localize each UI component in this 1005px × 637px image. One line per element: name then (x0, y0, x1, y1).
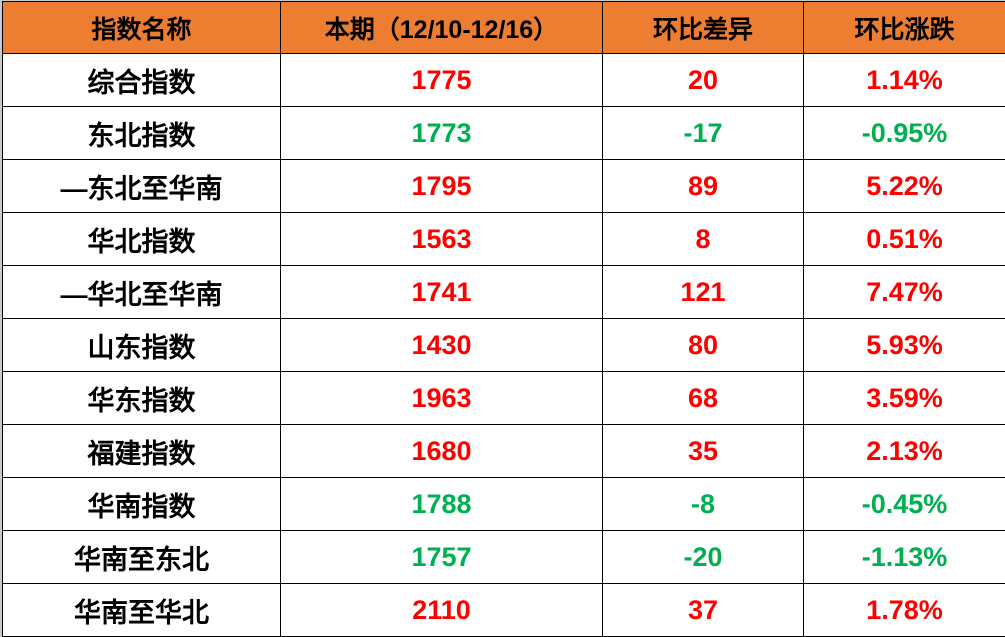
index-name-cell: 华南至东北 (2, 530, 281, 584)
index-name-cell: 华南指数 (2, 477, 281, 531)
table-row: 华北指数 1563 8 0.51% (2, 212, 1005, 266)
table-row: 福建指数 1680 35 2.13% (2, 424, 1005, 478)
current-value-cell: 1430 (280, 318, 603, 372)
diff-value-cell: 37 (602, 583, 804, 637)
table-row: —东北至华南 1795 89 5.22% (2, 159, 1005, 213)
pct-change-cell: 1.78% (803, 583, 1005, 637)
diff-value-cell: 20 (602, 53, 804, 107)
index-name-cell: 华北指数 (2, 212, 281, 266)
table-row: —华北至华南 1741 121 7.47% (2, 265, 1005, 319)
index-name-cell: 福建指数 (2, 424, 281, 478)
diff-value-cell: -20 (602, 530, 804, 584)
current-value-cell: 1775 (280, 53, 603, 107)
pct-change-cell: -1.13% (803, 530, 1005, 584)
diff-value-cell: -17 (602, 106, 804, 160)
index-name-cell: 山东指数 (2, 318, 281, 372)
header-row: 指数名称 本期（12/10-12/16） 环比差异 环比涨跌 (2, 1, 1005, 54)
pct-change-cell: 5.22% (803, 159, 1005, 213)
table-body: 综合指数 1775 20 1.14% 东北指数 1773 -17 -0.95% … (2, 53, 1005, 637)
table-row: 华南指数 1788 -8 -0.45% (2, 477, 1005, 531)
current-value-cell: 2110 (280, 583, 603, 637)
index-name-cell: 东北指数 (2, 106, 281, 160)
pct-change-cell: 0.51% (803, 212, 1005, 266)
table-header: 指数名称 本期（12/10-12/16） 环比差异 环比涨跌 (2, 1, 1005, 54)
current-value-cell: 1741 (280, 265, 603, 319)
pct-change-cell: 1.14% (803, 53, 1005, 107)
index-name-cell: —华北至华南 (2, 265, 281, 319)
pct-change-cell: 3.59% (803, 371, 1005, 425)
pct-change-cell: 5.93% (803, 318, 1005, 372)
current-value-cell: 1773 (280, 106, 603, 160)
current-value-cell: 1795 (280, 159, 603, 213)
col-header-current-period: 本期（12/10-12/16） (280, 1, 603, 54)
index-name-cell: 华南至华北 (2, 583, 281, 637)
pct-change-cell: 2.13% (803, 424, 1005, 478)
table-row: 华东指数 1963 68 3.59% (2, 371, 1005, 425)
pct-change-cell: -0.95% (803, 106, 1005, 160)
col-header-index-name: 指数名称 (2, 1, 281, 54)
current-value-cell: 1757 (280, 530, 603, 584)
diff-value-cell: 121 (602, 265, 804, 319)
col-header-change: 环比涨跌 (803, 1, 1005, 54)
table-row: 华南至东北 1757 -20 -1.13% (2, 530, 1005, 584)
diff-value-cell: 80 (602, 318, 804, 372)
diff-value-cell: -8 (602, 477, 804, 531)
pct-change-cell: 7.47% (803, 265, 1005, 319)
diff-value-cell: 89 (602, 159, 804, 213)
current-value-cell: 1563 (280, 212, 603, 266)
current-value-cell: 1963 (280, 371, 603, 425)
pct-change-cell: -0.45% (803, 477, 1005, 531)
diff-value-cell: 68 (602, 371, 804, 425)
index-name-cell: 综合指数 (2, 53, 281, 107)
table-row: 综合指数 1775 20 1.14% (2, 53, 1005, 107)
diff-value-cell: 8 (602, 212, 804, 266)
index-name-cell: —东北至华南 (2, 159, 281, 213)
current-value-cell: 1788 (280, 477, 603, 531)
col-header-diff: 环比差异 (602, 1, 804, 54)
index-name-cell: 华东指数 (2, 371, 281, 425)
table-row: 山东指数 1430 80 5.93% (2, 318, 1005, 372)
current-value-cell: 1680 (280, 424, 603, 478)
diff-value-cell: 35 (602, 424, 804, 478)
table-row: 东北指数 1773 -17 -0.95% (2, 106, 1005, 160)
table-row: 华南至华北 2110 37 1.78% (2, 583, 1005, 637)
